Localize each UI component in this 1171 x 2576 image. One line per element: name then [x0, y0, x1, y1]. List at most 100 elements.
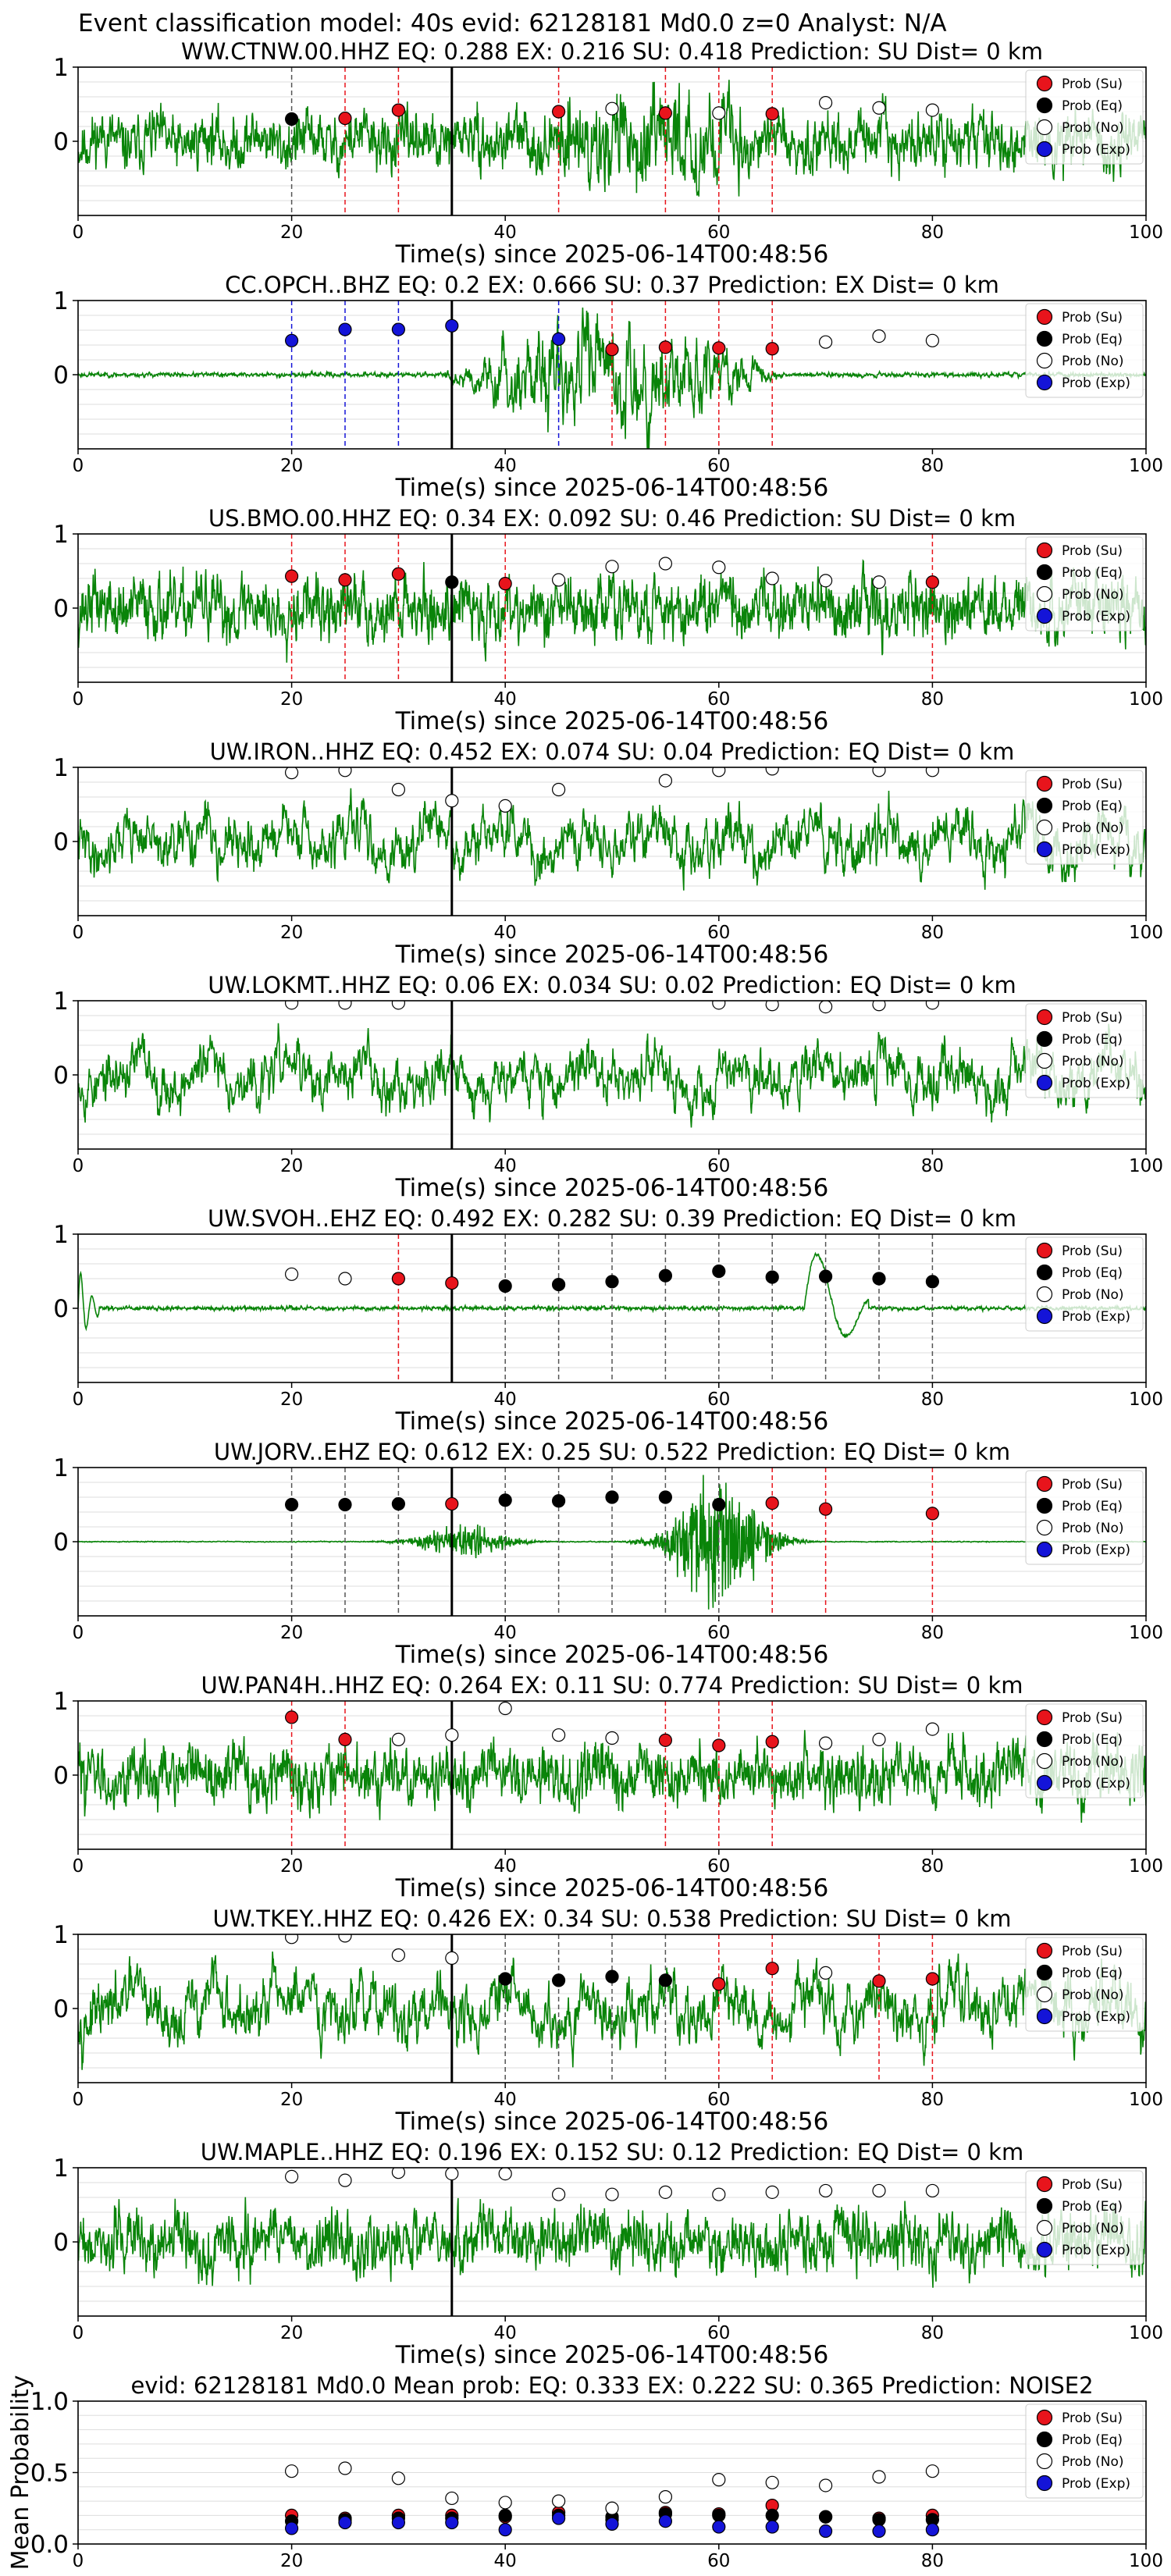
legend-box: [1025, 1236, 1144, 1332]
prob-marker-no: [338, 767, 352, 777]
legend-label: Prob (Exp): [1062, 2243, 1130, 2258]
legend-marker: [1036, 2453, 1053, 2470]
prob-marker-no: [551, 573, 566, 587]
legend-marker: [1036, 1986, 1053, 2003]
legend-marker: [1036, 1009, 1053, 1026]
prob-marker-no: [818, 2183, 833, 2198]
station-panel: US.BMO.00.HHZ EQ: 0.34 EX: 0.092 SU: 0.4…: [53, 505, 1163, 735]
prob-marker-eq: [765, 1270, 779, 1284]
plot-area: [78, 767, 1146, 916]
mean-prob-marker-exp: [925, 2523, 940, 2537]
plot-area: [78, 1234, 1146, 1382]
mean-prob-marker-exp: [551, 2511, 566, 2525]
legend-box: [1025, 770, 1144, 865]
x-tick-label: 80: [921, 222, 944, 243]
prob-marker-exp: [551, 332, 566, 346]
x-axis-label: Time(s) since 2025-06-14T00:48:56: [395, 1874, 829, 1902]
legend-marker: [1036, 1242, 1053, 1259]
legend-box: [1025, 303, 1144, 398]
x-tick-label: 80: [921, 456, 944, 476]
mean-prob-marker-no: [391, 2471, 405, 2485]
legend-label: Prob (No): [1062, 354, 1124, 369]
x-axis-label: Time(s) since 2025-06-14T00:48:56: [395, 707, 829, 735]
prob-marker-su: [658, 1733, 673, 1747]
x-tick-label: 80: [921, 1856, 944, 1877]
y-tick-label: 0: [53, 595, 69, 623]
axes-frame: [77, 66, 1147, 216]
prob-marker-no: [712, 560, 726, 575]
legend-marker: [1036, 2431, 1053, 2448]
legend-marker: [1036, 1942, 1053, 1959]
x-tick-label: 60: [707, 2323, 730, 2343]
prob-marker-no: [872, 329, 886, 343]
legend-marker: [1036, 841, 1053, 858]
axes-frame: [77, 1467, 1147, 1617]
legend-marker: [1036, 1074, 1053, 1091]
mean-prob-marker-eq: [872, 2513, 886, 2527]
legend-label: Prob (Eq): [1062, 1032, 1123, 1048]
panel-title: WW.CTNW.00.HHZ EQ: 0.288 EX: 0.216 SU: 0…: [181, 38, 1043, 65]
legend-label: Prob (No): [1062, 2454, 1124, 2470]
x-tick-label: 0: [73, 2090, 84, 2110]
y-tick-label: 1: [53, 1688, 69, 1716]
prob-marker-no: [285, 1934, 299, 1944]
prob-marker-no: [712, 106, 726, 120]
station-panel: UW.TKEY..HHZ EQ: 0.426 EX: 0.34 SU: 0.53…: [53, 1905, 1163, 2136]
x-tick-label: 0: [73, 1156, 84, 1176]
prob-marker-su: [765, 342, 779, 356]
axes-frame: [77, 2167, 1147, 2317]
x-tick-label: 60: [707, 2090, 730, 2110]
y-tick-label: 0: [53, 128, 69, 156]
plot-area: [78, 301, 1146, 449]
axes-frame: [77, 1000, 1147, 1150]
prob-marker-no: [712, 767, 726, 777]
panel-title: UW.TKEY..HHZ EQ: 0.426 EX: 0.34 SU: 0.53…: [212, 1905, 1011, 1932]
station-panel: UW.JORV..EHZ EQ: 0.612 EX: 0.25 SU: 0.52…: [53, 1439, 1163, 1669]
prob-marker-no: [765, 2185, 779, 2199]
prob-marker-no: [551, 1728, 566, 1742]
prob-marker-no: [765, 571, 779, 585]
y-axis-label: Mean Probability: [7, 2375, 34, 2571]
prob-marker-su: [605, 343, 619, 357]
x-tick-label: 100: [1129, 222, 1163, 243]
y-tick-label: 1.0: [30, 2388, 69, 2416]
legend-label: Prob (Eq): [1062, 98, 1123, 114]
legend-label: Prob (Exp): [1062, 1076, 1130, 1091]
x-tick-label: 80: [921, 923, 944, 943]
prob-marker-no: [872, 101, 886, 115]
legend-label: Prob (Su): [1062, 1244, 1123, 1259]
prob-marker-no: [872, 575, 886, 589]
legend-label: Prob (Eq): [1062, 1499, 1123, 1514]
mean-prob-marker-exp: [818, 2524, 833, 2539]
prob-marker-no: [712, 1001, 726, 1010]
prob-marker-no: [658, 2185, 673, 2199]
legend-marker: [1036, 797, 1053, 814]
x-axis-label: Time(s) since 2025-06-14T00:48:56: [395, 1641, 829, 1669]
prob-marker-no: [765, 767, 779, 776]
legend-label: Prob (Exp): [1062, 842, 1130, 858]
legend-label: Prob (Eq): [1062, 565, 1123, 581]
panel-title: UW.JORV..EHZ EQ: 0.612 EX: 0.25 SU: 0.52…: [214, 1439, 1010, 1465]
legend-label: Prob (Eq): [1062, 1966, 1123, 1981]
legend-label: Prob (Eq): [1062, 1732, 1123, 1748]
x-axis-label: Time(s) since 2025-06-14T00:48:56: [395, 2341, 829, 2369]
legend-marker: [1036, 542, 1053, 559]
x-tick-label: 0: [73, 689, 84, 710]
prob-marker-no: [285, 767, 299, 780]
prob-marker-eq: [658, 1268, 673, 1283]
legend-label: Prob (No): [1062, 587, 1124, 603]
x-tick-label: 40: [494, 1156, 517, 1176]
plot-area: [78, 1934, 1146, 2083]
prob-marker-eq: [605, 1490, 619, 1504]
x-tick-label: 100: [1129, 1623, 1163, 1643]
x-tick-label: 0: [73, 222, 84, 243]
prob-marker-eq: [605, 1275, 619, 1289]
legend-marker: [1036, 1030, 1053, 1048]
station-panel: WW.CTNW.00.HHZ EQ: 0.288 EX: 0.216 SU: 0…: [53, 38, 1163, 269]
x-tick-label: 60: [707, 222, 730, 243]
prob-marker-no: [498, 2168, 512, 2181]
x-tick-label: 40: [494, 1389, 517, 1410]
x-tick-label: 80: [921, 1156, 944, 1176]
x-tick-label: 40: [494, 456, 517, 476]
legend-marker: [1036, 119, 1053, 136]
